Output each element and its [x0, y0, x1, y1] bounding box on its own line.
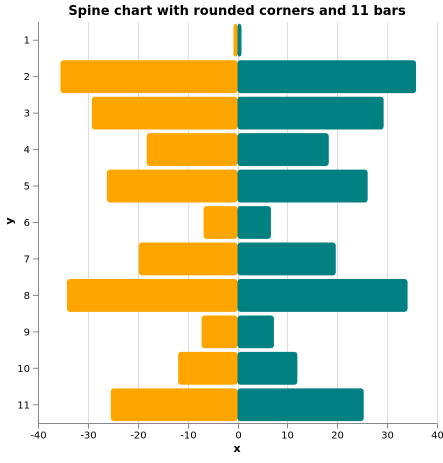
x-tick-label: 20 [331, 431, 344, 442]
y-tick-label: 11 [17, 400, 30, 411]
bar [203, 206, 238, 239]
bar [233, 23, 238, 57]
x-axis-title: x [233, 442, 240, 455]
y-tick-label: 5 [24, 182, 30, 193]
bar [237, 315, 274, 349]
bar [138, 242, 238, 276]
bar [237, 133, 329, 166]
axes [38, 22, 437, 424]
bar [237, 60, 417, 94]
x-tick-label: -20 [130, 431, 146, 442]
bar [237, 96, 384, 130]
chart-title: Spine chart with rounded corners and 11 … [68, 4, 406, 19]
x-tick-label: 0 [235, 431, 241, 442]
bar [110, 388, 238, 422]
bar [237, 351, 298, 385]
y-tick-label: 6 [24, 218, 30, 229]
x-tick-label: -30 [80, 431, 96, 442]
x-tick-label: 40 [431, 431, 443, 442]
x-tick-label: -10 [180, 431, 196, 442]
bar [106, 169, 238, 203]
bar [237, 206, 271, 239]
y-tick-label: 3 [24, 109, 30, 120]
bar [237, 242, 336, 276]
y-tick-label: 2 [24, 72, 30, 83]
bar [178, 351, 238, 385]
bar [146, 133, 238, 166]
bar [237, 169, 368, 203]
bar [91, 96, 238, 130]
y-tick-label: 8 [24, 291, 30, 302]
bar [237, 23, 242, 57]
x-tick-label: -40 [30, 431, 46, 442]
y-tick-label: 9 [24, 327, 30, 338]
y-axis-title: y [3, 217, 16, 224]
y-tick-label: 1 [24, 36, 30, 47]
ticks: -40 -30 -20 -10 0 10 20 30 40 1 2 3 4 5 6 7 8 9 10 11 [17, 36, 443, 442]
y-tick-label: 7 [24, 254, 30, 265]
x-tick-label: 30 [381, 431, 394, 442]
y-tick-label: 4 [24, 145, 30, 156]
bar [237, 388, 364, 422]
bars [60, 23, 417, 422]
x-tick-label: 10 [281, 431, 294, 442]
bar [60, 60, 238, 94]
y-tick-label: 10 [17, 364, 30, 375]
bar [201, 315, 238, 349]
bar [66, 279, 238, 312]
bar [237, 279, 408, 312]
